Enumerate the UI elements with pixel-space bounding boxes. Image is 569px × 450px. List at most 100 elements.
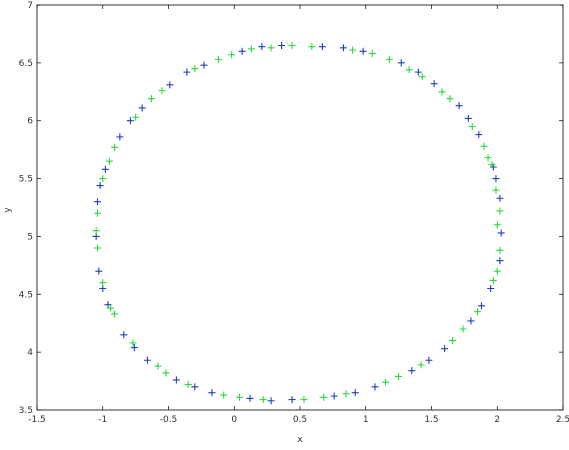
data-point-plus bbox=[259, 396, 267, 404]
data-point-plus bbox=[418, 73, 426, 81]
data-point-plus bbox=[132, 113, 140, 121]
data-point-plus bbox=[93, 198, 101, 206]
data-point-plus bbox=[154, 362, 162, 370]
data-point-plus bbox=[381, 378, 389, 386]
data-point-plus bbox=[208, 389, 216, 397]
data-point-plus bbox=[183, 68, 191, 76]
y-axis: 3.5 4 4.5 5 5.5 6 6.5 7 bbox=[19, 1, 563, 416]
data-point-plus bbox=[111, 310, 119, 318]
y-tick-label: 6 bbox=[27, 117, 33, 127]
data-point-plus bbox=[468, 123, 476, 130]
data-point-plus bbox=[395, 372, 403, 380]
data-point-plus bbox=[247, 45, 255, 53]
data-point-plus bbox=[116, 133, 124, 141]
data-point-plus bbox=[138, 104, 146, 112]
data-point-plus bbox=[320, 393, 328, 401]
x-tick-label: 2 bbox=[494, 415, 500, 425]
data-point-plus bbox=[107, 304, 115, 312]
y-tick-label: 6.5 bbox=[19, 59, 33, 69]
data-point-plus bbox=[496, 207, 504, 215]
data-point-plus bbox=[425, 356, 433, 364]
data-point-plus bbox=[246, 394, 254, 402]
data-point-plus bbox=[480, 142, 488, 150]
data-point-plus bbox=[200, 61, 208, 69]
data-point-plus bbox=[488, 161, 496, 169]
data-point-plus bbox=[496, 257, 504, 265]
x-tick-label: 0.5 bbox=[293, 415, 307, 425]
data-point-plus bbox=[477, 302, 485, 310]
data-point-plus bbox=[414, 68, 422, 76]
data-point-plus bbox=[267, 44, 275, 52]
data-point-plus bbox=[105, 157, 113, 165]
y-axis-label: y bbox=[3, 207, 13, 213]
data-point-plus bbox=[408, 367, 416, 375]
data-point-plus bbox=[493, 221, 501, 229]
data-point-plus bbox=[339, 44, 347, 52]
y-tick-label: 7 bbox=[27, 1, 33, 11]
data-marks bbox=[92, 42, 505, 405]
y-tick-label: 5 bbox=[27, 232, 33, 242]
data-point-plus bbox=[492, 175, 500, 183]
data-point-plus bbox=[308, 43, 316, 51]
data-point-plus bbox=[162, 369, 170, 377]
data-point-plus bbox=[417, 361, 425, 369]
data-point-plus bbox=[455, 102, 463, 110]
data-point-plus bbox=[441, 345, 449, 353]
data-point-plus bbox=[342, 390, 350, 398]
x-tick-label: -1.5 bbox=[28, 415, 46, 425]
data-point-plus bbox=[496, 194, 504, 202]
data-point-plus bbox=[120, 331, 128, 339]
data-point-plus bbox=[371, 383, 379, 391]
data-point-plus bbox=[214, 55, 222, 63]
data-point-plus bbox=[497, 229, 505, 237]
data-point-plus bbox=[288, 42, 296, 49]
series-2 bbox=[92, 42, 504, 404]
y-tick-label: 5.5 bbox=[19, 175, 33, 185]
data-point-plus bbox=[368, 50, 376, 58]
data-point-plus bbox=[464, 114, 472, 122]
data-point-plus bbox=[147, 95, 155, 103]
data-point-plus bbox=[288, 396, 296, 404]
data-point-plus bbox=[474, 308, 482, 316]
data-point-plus bbox=[267, 397, 275, 405]
data-point-plus bbox=[95, 267, 103, 275]
data-point-plus bbox=[130, 344, 138, 352]
data-point-plus bbox=[484, 154, 492, 162]
data-point-plus bbox=[129, 339, 137, 347]
data-point-plus bbox=[99, 279, 107, 287]
y-tick-label: 4.5 bbox=[19, 290, 33, 300]
data-point-plus bbox=[459, 325, 467, 333]
data-point-plus bbox=[238, 47, 246, 55]
x-tick-label: 0 bbox=[231, 415, 237, 425]
data-point-plus bbox=[191, 65, 199, 73]
x-tick-label: -0.5 bbox=[160, 415, 178, 425]
data-point-plus bbox=[101, 165, 109, 173]
data-point-plus bbox=[96, 182, 104, 190]
data-point-plus bbox=[318, 43, 326, 51]
series-1 bbox=[92, 42, 505, 405]
data-point-plus bbox=[475, 131, 483, 139]
x-tick-label: 1 bbox=[363, 415, 369, 425]
x-tick-label: -1 bbox=[98, 415, 107, 425]
x-tick-label: 2.5 bbox=[556, 415, 569, 425]
data-point-plus bbox=[359, 47, 367, 55]
data-point-plus bbox=[487, 285, 495, 292]
data-point-plus bbox=[93, 244, 101, 252]
data-point-plus bbox=[330, 392, 338, 400]
data-point-plus bbox=[489, 276, 497, 284]
data-point-plus bbox=[438, 88, 446, 96]
x-axis: -1.5 -1 -0.5 0 0.5 1 1.5 2 2.5 bbox=[28, 5, 569, 425]
data-point-plus bbox=[220, 391, 228, 399]
data-point-plus bbox=[493, 267, 501, 275]
data-point-plus bbox=[143, 356, 151, 364]
data-point-plus bbox=[258, 43, 266, 51]
data-point-plus bbox=[172, 376, 180, 384]
data-point-plus bbox=[446, 95, 454, 103]
data-point-plus bbox=[99, 175, 107, 183]
data-point-plus bbox=[111, 143, 119, 151]
data-point-plus bbox=[385, 55, 393, 63]
data-point-plus bbox=[492, 186, 500, 194]
data-point-plus bbox=[166, 81, 174, 89]
